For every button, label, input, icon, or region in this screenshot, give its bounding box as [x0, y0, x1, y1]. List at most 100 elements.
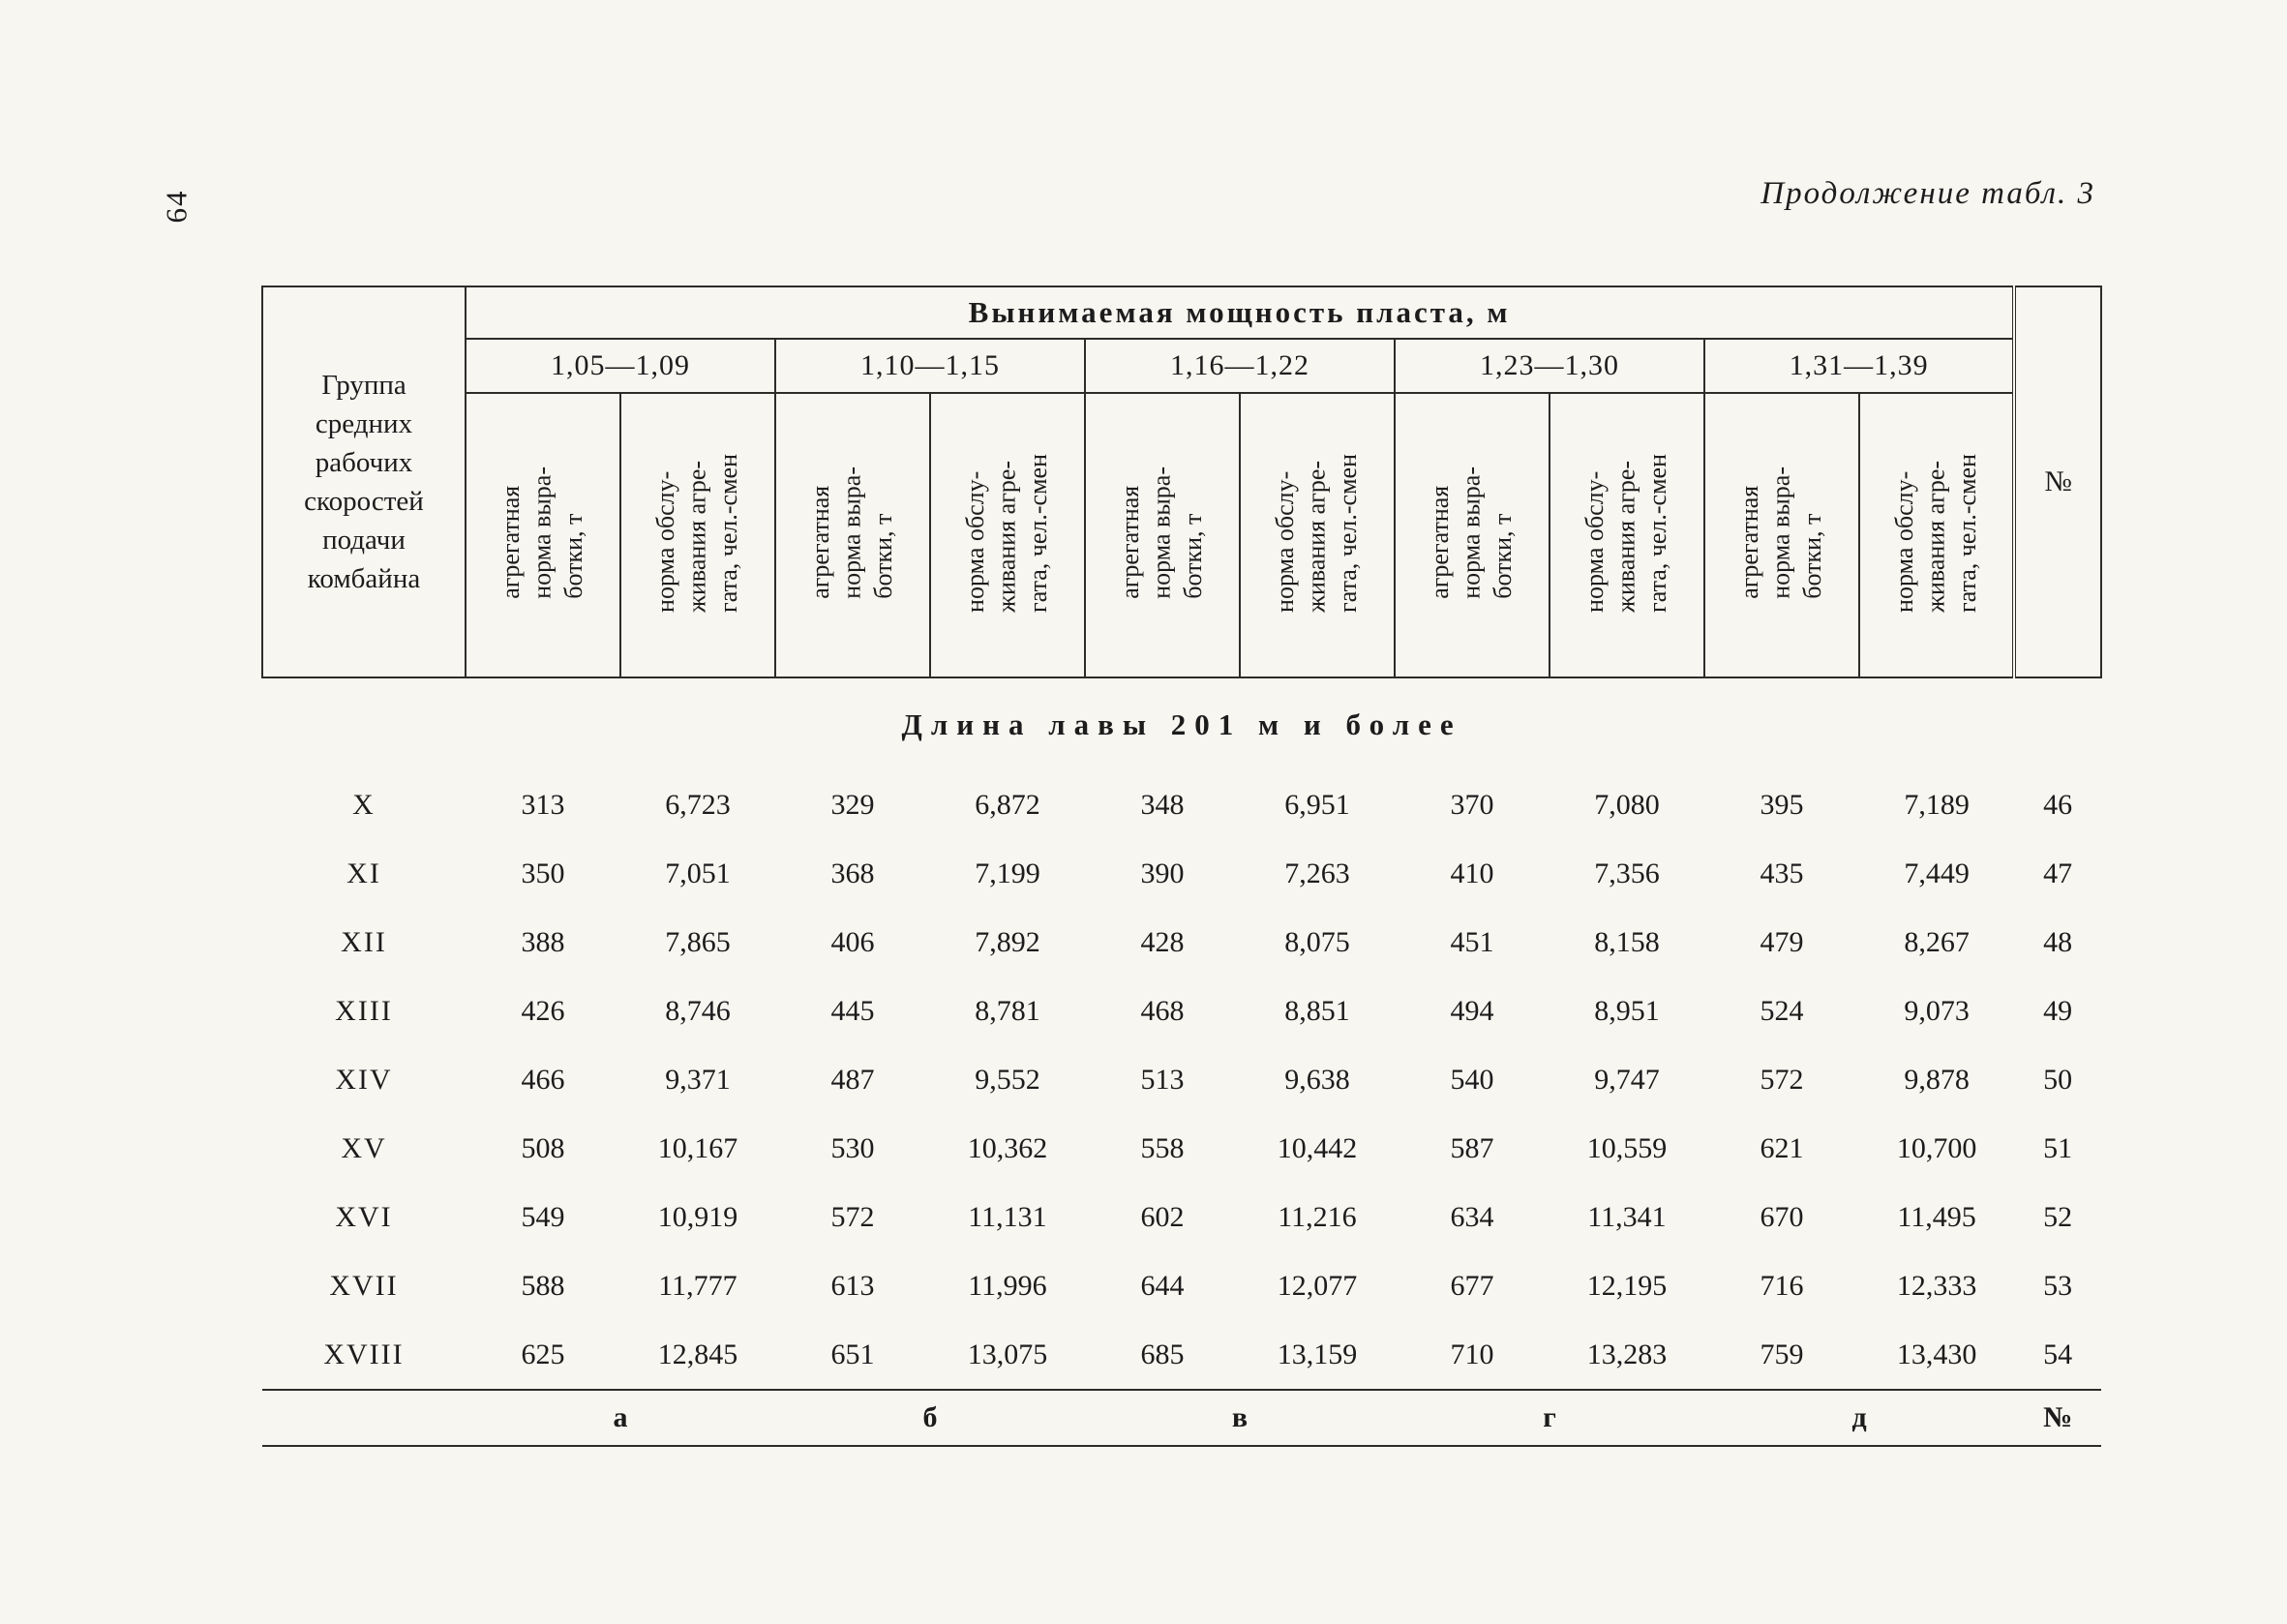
value-cell: 513: [1140, 1063, 1185, 1096]
value-cell: 13,283: [1586, 1338, 1668, 1370]
value-cell: 410: [1450, 857, 1494, 889]
value-cell: 685: [1140, 1338, 1185, 1370]
value-cell: 6,951: [1284, 788, 1350, 821]
table-header: Группа средних рабочих скоростей подачи …: [261, 286, 2103, 678]
value-cell: 10,362: [967, 1131, 1048, 1164]
row-group-label: XVII: [329, 1269, 399, 1302]
value-cell: 390: [1140, 857, 1185, 889]
row-number: 49: [2043, 994, 2073, 1027]
row-group-label: XII: [341, 925, 387, 958]
value-cell: 588: [521, 1269, 565, 1302]
value-cell: 11,777: [658, 1269, 737, 1302]
value-cell: 11,216: [1278, 1200, 1357, 1233]
value-cell: 11,341: [1587, 1200, 1667, 1233]
range-header-5: 1,31—1,39: [1702, 338, 2016, 394]
value-cell: 368: [830, 857, 875, 889]
value-cell: 9,073: [1904, 994, 1970, 1027]
subheader-service-3: норма обслу- живания агре- гата, чел.-см…: [1239, 392, 1396, 678]
table-row: XVII 588 11,777 613 11,996 644 12,077 677 12,195…: [262, 1251, 2101, 1320]
value-cell: 13,159: [1277, 1338, 1358, 1370]
value-cell: 428: [1140, 925, 1185, 958]
footer-letter-v: в: [1085, 1389, 1395, 1447]
value-cell: 7,356: [1594, 857, 1660, 889]
range-header-1: 1,05—1,09: [465, 338, 776, 394]
value-cell: 7,865: [665, 925, 731, 958]
value-cell: 587: [1450, 1131, 1494, 1164]
value-cell: 677: [1450, 1269, 1494, 1302]
value-cell: 350: [521, 857, 565, 889]
value-cell: 8,851: [1284, 994, 1350, 1027]
value-cell: 10,559: [1586, 1131, 1668, 1164]
table-body: Длина лавы 201 м и более X 313 6,723 329 6,8…: [262, 677, 2101, 1390]
value-cell: 12,077: [1277, 1269, 1358, 1302]
rotated-label: агрегатная норма выра- ботки, т: [497, 466, 588, 599]
value-cell: 395: [1760, 788, 1804, 821]
range-header-3: 1,16—1,22: [1084, 338, 1396, 394]
value-cell: 613: [830, 1269, 875, 1302]
value-cell: 313: [521, 788, 565, 821]
value-cell: 370: [1450, 788, 1494, 821]
section-title-row: Длина лавы 201 м и более: [262, 677, 2101, 770]
value-cell: 621: [1760, 1131, 1804, 1164]
value-cell: 12,333: [1896, 1269, 1977, 1302]
value-cell: 406: [830, 925, 875, 958]
row-group-label: XVIII: [323, 1338, 405, 1370]
footer-letter-g: г: [1395, 1389, 1704, 1447]
row-group-label: XV: [341, 1131, 387, 1164]
data-table: Группа средних рабочих скоростей подачи …: [261, 286, 2103, 1447]
value-cell: 426: [521, 994, 565, 1027]
value-cell: 11,495: [1897, 1200, 1976, 1233]
row-group-label: X: [352, 788, 376, 821]
value-cell: 508: [521, 1131, 565, 1164]
subheader-service-2: норма обслу- живания агре- гата, чел.-см…: [929, 392, 1086, 678]
subheader-service-1: норма обслу- живания агре- гата, чел.-см…: [619, 392, 776, 678]
value-cell: 716: [1760, 1269, 1804, 1302]
value-cell: 540: [1450, 1063, 1494, 1096]
table-row: XVIII 625 12,845 651 13,075 685 13,159 710 13,28…: [262, 1320, 2101, 1390]
subheader-service-5: норма обслу- живания агре- гата, чел.-см…: [1857, 392, 2016, 678]
table-row: X 313 6,723 329 6,872 348 6,951 370 7,080 395 7,18…: [262, 770, 2101, 839]
table-row: XV 508 10,167 530 10,362 558 10,442 587 10,559 62…: [262, 1114, 2101, 1183]
value-cell: 625: [521, 1338, 565, 1370]
value-cell: 7,892: [975, 925, 1040, 958]
value-cell: 9,552: [975, 1063, 1040, 1096]
table-row: XIV 466 9,371 487 9,552 513 9,638 540 9,747 572 9,…: [262, 1045, 2101, 1114]
value-cell: 9,638: [1284, 1063, 1350, 1096]
row-number: 48: [2043, 925, 2073, 958]
value-cell: 8,158: [1594, 925, 1660, 958]
number-column-header: №: [2012, 286, 2103, 678]
row-number: 50: [2043, 1063, 2073, 1096]
row-number: 54: [2043, 1338, 2073, 1370]
value-cell: 549: [521, 1200, 565, 1233]
page-number: 64: [159, 189, 194, 224]
value-cell: 348: [1140, 788, 1185, 821]
value-cell: 558: [1140, 1131, 1185, 1164]
value-cell: 445: [830, 994, 875, 1027]
value-cell: 530: [830, 1131, 875, 1164]
value-cell: 651: [830, 1338, 875, 1370]
value-cell: 8,267: [1904, 925, 1970, 958]
value-cell: 602: [1140, 1200, 1185, 1233]
subheader-output-2: агрегатная норма выра- ботки, т: [774, 392, 931, 678]
value-cell: 6,872: [975, 788, 1040, 821]
row-number: 47: [2043, 857, 2073, 889]
value-cell: 13,430: [1896, 1338, 1977, 1370]
rotated-label: норма обслу- живания агре- гата, чел.-см…: [1271, 453, 1363, 613]
row-number: 53: [2043, 1269, 2073, 1302]
value-cell: 572: [1760, 1063, 1804, 1096]
value-cell: 670: [1760, 1200, 1804, 1233]
row-group-label: XIV: [335, 1063, 393, 1096]
header-row-span: Группа средних рабочих скоростей подачи …: [261, 286, 2103, 678]
header-row-subcolumns: агрегатная норма выра- ботки, т норма об…: [262, 392, 2101, 678]
value-cell: 451: [1450, 925, 1494, 958]
rotated-label: норма обслу- живания агре- гата, чел.-см…: [1889, 453, 1981, 613]
rotated-label: норма обслу- живания агре- гата, чел.-см…: [961, 453, 1053, 613]
table-row: XVI 549 10,919 572 11,131 602 11,216 634 11,341 6…: [262, 1183, 2101, 1251]
subheader-output-1: агрегатная норма выра- ботки, т: [465, 392, 621, 678]
value-cell: 10,442: [1277, 1131, 1358, 1164]
value-cell: 7,051: [665, 857, 731, 889]
rotated-label: норма обслу- живания агре- гата, чел.-см…: [1580, 453, 1672, 613]
value-cell: 6,723: [665, 788, 731, 821]
footer-letter-d: д: [1704, 1389, 2015, 1447]
row-group-label: XI: [346, 857, 381, 889]
